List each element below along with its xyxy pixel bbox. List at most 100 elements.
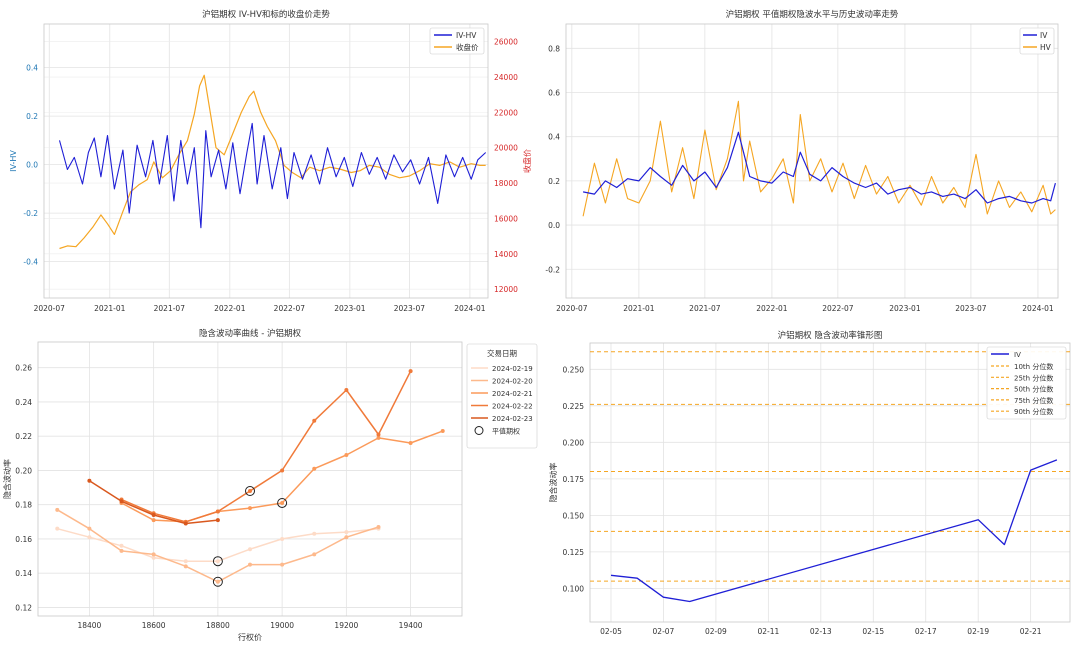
y-tick-label: 0.20 — [15, 466, 32, 475]
y-tick-label: 0.22 — [15, 432, 32, 441]
legend-label: 90th 分位数 — [1014, 407, 1053, 416]
smile-point — [344, 535, 349, 540]
smile-point — [215, 518, 220, 523]
smile-point — [183, 559, 188, 564]
chart-title: 沪铝期权 隐含波动率锥形图 — [778, 330, 883, 341]
smile-point — [183, 521, 188, 526]
smile-point — [248, 547, 252, 552]
y-axis-label: 隐含波动率 — [548, 463, 558, 503]
x-tick-label: 2022-07 — [274, 304, 306, 313]
smile-point — [87, 478, 92, 483]
y-tick-label: 0.8 — [548, 44, 560, 53]
legend-label: 25th 分位数 — [1014, 373, 1053, 382]
smile-point — [280, 562, 285, 567]
x-tick-label: 02-17 — [915, 627, 937, 636]
y-tick-label: 0.12 — [15, 603, 32, 612]
plot-frame — [37, 341, 463, 617]
atm-marker — [212, 576, 223, 587]
chart-iv-smile: 18400 18600 18800 19000 19200 19400 0.12 0.14 0.… — [2, 328, 538, 642]
y-tick-label: 0.0 — [26, 161, 38, 170]
smile-point — [280, 536, 285, 541]
y-tick-label: 0.125 — [563, 548, 585, 557]
plot-frame — [589, 342, 1071, 623]
y2-tick-label: 24000 — [494, 73, 518, 82]
x-tick-label: 2021-07 — [689, 304, 721, 313]
legend — [986, 346, 1067, 420]
y-tick-label: -0.2 — [545, 265, 560, 274]
chart-title: 沪铝期权 IV-HV和标的收盘价走势 — [202, 9, 330, 20]
smile-point — [151, 512, 156, 517]
x-tick-label: 02-13 — [810, 627, 832, 636]
y-tick-label: 0.225 — [563, 402, 585, 411]
y-tick-label: 0.200 — [563, 438, 585, 447]
smile-point — [248, 506, 252, 511]
smile-point — [119, 548, 124, 553]
smile-point — [87, 535, 92, 540]
x-tick-label: 2020-07 — [34, 304, 66, 313]
x-tick-label: 19200 — [334, 621, 358, 630]
smile-point — [55, 507, 60, 512]
y-tick-label: 0.16 — [15, 535, 32, 544]
atm-marker — [245, 485, 255, 496]
smile-point — [119, 543, 124, 548]
x-tick-label: 02-11 — [757, 627, 779, 636]
y-tick-label: 0.4 — [26, 64, 38, 73]
y2-axis-label: 收盘价 — [522, 149, 532, 173]
iv-cone-line — [610, 459, 1058, 603]
smile-point — [440, 429, 445, 434]
x-tick-label: 2024-01 — [1022, 304, 1054, 313]
plot-frame — [43, 23, 489, 299]
x-tick-label: 02-09 — [705, 627, 727, 636]
iv-hv-line — [58, 122, 487, 229]
y-tick-label: 0.100 — [563, 584, 585, 593]
iv-line — [582, 131, 1056, 204]
x-tick-label: 2022-07 — [822, 304, 854, 313]
smile-point — [312, 466, 317, 471]
smile-point — [183, 564, 188, 569]
chart-title: 隐含波动率曲线 - 沪铝期权 — [199, 328, 301, 339]
x-tick-label: 02-07 — [653, 627, 675, 636]
x-tick-label: 2021-07 — [154, 304, 186, 313]
legend-label: 2024-02-23 — [492, 415, 533, 423]
smile-point — [376, 524, 381, 529]
smile-point — [344, 453, 349, 458]
x-tick-label: 2021-01 — [623, 304, 655, 313]
smile-point — [280, 500, 285, 505]
plot-frame — [565, 23, 1059, 299]
legend-label: 收盘价 — [456, 42, 479, 52]
x-tick-label: 02-15 — [862, 627, 884, 636]
legend-label: IV — [1040, 31, 1048, 40]
x-tick-label: 02-21 — [1020, 627, 1042, 636]
x-axis-label: 行权价 — [238, 632, 262, 642]
y2-tick-label: 18000 — [494, 179, 518, 188]
legend-label: 2024-02-19 — [492, 365, 533, 373]
y2-tick-label: 22000 — [494, 108, 518, 117]
y-tick-label: 0.6 — [548, 89, 560, 98]
x-tick-label: 02-05 — [600, 627, 622, 636]
legend-label: 2024-02-21 — [492, 390, 533, 398]
y-axis-label: 隐含波动率 — [2, 459, 12, 499]
x-tick-label: 02-19 — [967, 627, 989, 636]
smile-point — [248, 562, 252, 567]
y-tick-label: 0.4 — [548, 133, 560, 142]
legend-label: 10th 分位数 — [1014, 362, 1053, 371]
legend-label: HV — [1040, 43, 1052, 52]
y-tick-label: 0.175 — [563, 475, 585, 484]
smile-point — [376, 435, 381, 440]
y-tick-label: -0.2 — [23, 209, 38, 218]
x-tick-label: 2023-01 — [889, 304, 921, 313]
x-tick-label: 2023-07 — [955, 304, 987, 313]
chart-iv-hv-close: 2020-07 2021-01 2021-07 2022-01 2022-07 2023-… — [9, 9, 532, 313]
y-tick-label: 0.250 — [563, 365, 585, 374]
atm-marker — [212, 556, 223, 567]
legend-label: 平值期权 — [492, 427, 520, 436]
chart-iv-cone: 02-05 02-07 02-09 02-11 02-13 02-15 02-17 02-19… — [548, 330, 1071, 636]
smile-point — [151, 552, 156, 557]
hv-line — [582, 100, 1056, 217]
smile-point — [151, 518, 156, 523]
legend-title: 交易日期 — [487, 348, 517, 358]
legend-label: 75th 分位数 — [1014, 396, 1053, 405]
legend-label: IV — [1014, 351, 1021, 359]
x-tick-label: 18600 — [142, 621, 166, 630]
